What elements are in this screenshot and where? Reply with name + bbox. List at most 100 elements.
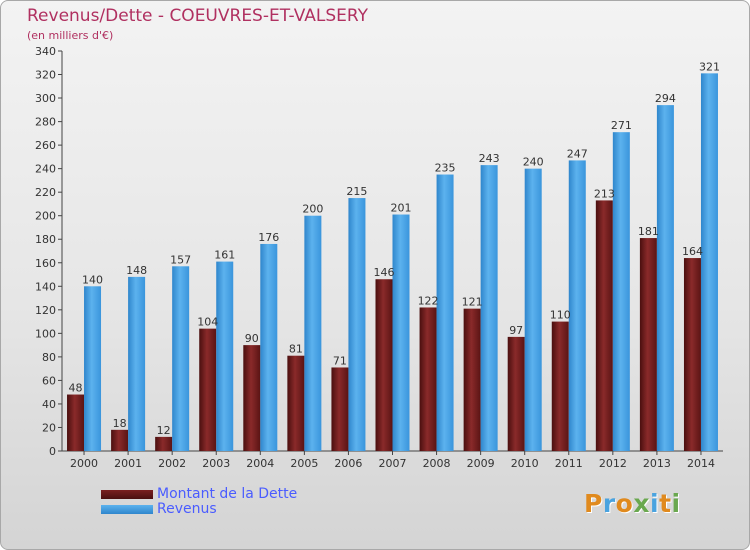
y-tick-label: 240	[35, 163, 56, 176]
data-label-revenus: 321	[699, 60, 720, 73]
bar-dette-2011	[551, 321, 569, 451]
data-label-revenus: 294	[655, 92, 676, 105]
data-label-revenus: 201	[391, 202, 412, 215]
bar-dette-2000	[67, 394, 85, 451]
data-label-dette: 81	[289, 343, 303, 356]
x-tick-label: 2008	[423, 457, 451, 470]
bar-revenus-2010	[524, 168, 542, 451]
y-tick-label: 180	[35, 233, 56, 246]
chart-bars	[67, 73, 718, 452]
y-tick-label: 200	[35, 210, 56, 223]
data-label-revenus: 140	[82, 273, 103, 286]
x-tick-label: 2000	[70, 457, 98, 470]
legend-label-dette: Montant de la Dette	[157, 486, 298, 502]
bar-dette-2006	[331, 367, 349, 451]
y-tick-label: 120	[35, 304, 56, 317]
legend-label-revenus: Revenus	[157, 501, 217, 517]
data-label-dette: 97	[509, 324, 523, 337]
bar-revenus-2014	[700, 73, 718, 452]
chart-subtitle: (en milliers d'€)	[27, 29, 114, 42]
bar-dette-2005	[287, 355, 305, 451]
x-tick-label: 2003	[202, 457, 230, 470]
y-tick-label: 220	[35, 186, 56, 199]
y-tick-label: 60	[42, 374, 56, 387]
x-tick-label: 2007	[379, 457, 407, 470]
chart-title: Revenus/Dette - COEUVRES-ET-VALSERY	[27, 6, 368, 26]
bar-dette-2012	[595, 200, 613, 451]
data-label-dette: 71	[333, 354, 347, 367]
bar-revenus-2001	[128, 276, 146, 451]
bar-dette-2009	[463, 308, 481, 451]
x-tick-label: 2012	[599, 457, 627, 470]
y-tick-label: 160	[35, 257, 56, 270]
bar-dette-2007	[375, 279, 393, 451]
data-label-revenus: 200	[302, 203, 323, 216]
data-label-revenus: 176	[258, 231, 279, 244]
bar-revenus-2002	[172, 266, 190, 451]
y-tick-label: 260	[35, 139, 56, 152]
bar-revenus-2011	[568, 160, 586, 452]
data-label-dette: 122	[418, 294, 439, 307]
legend-swatch-revenus	[101, 505, 153, 514]
data-label-revenus: 271	[611, 119, 632, 132]
data-label-dette: 164	[682, 245, 703, 258]
x-tick-label: 2001	[114, 457, 142, 470]
y-tick-label: 300	[35, 92, 56, 105]
bar-dette-2008	[419, 307, 437, 451]
bar-revenus-2005	[304, 215, 322, 451]
data-label-revenus: 240	[523, 156, 544, 169]
bar-revenus-2008	[436, 174, 454, 451]
y-tick-label: 40	[42, 398, 56, 411]
data-label-revenus: 243	[479, 152, 500, 165]
data-label-dette: 12	[157, 424, 171, 437]
data-label-dette: 121	[462, 296, 483, 309]
bar-revenus-2012	[612, 132, 630, 452]
data-label-revenus: 235	[435, 162, 456, 175]
bar-revenus-2000	[84, 286, 102, 451]
y-tick-label: 80	[42, 351, 56, 364]
y-tick-label: 280	[35, 116, 56, 129]
y-tick-label: 140	[35, 280, 56, 293]
y-tick-label: 20	[42, 421, 56, 434]
x-tick-label: 2013	[643, 457, 671, 470]
data-label-dette: 104	[197, 316, 218, 329]
data-label-dette: 110	[550, 309, 571, 322]
x-tick-label: 2004	[246, 457, 274, 470]
data-label-revenus: 247	[567, 147, 588, 160]
bar-dette-2002	[155, 436, 173, 451]
y-tick-label: 320	[35, 69, 56, 82]
data-label-revenus: 157	[170, 253, 191, 266]
bar-revenus-2013	[656, 105, 674, 451]
x-tick-label: 2009	[467, 457, 495, 470]
bar-dette-2004	[243, 345, 261, 451]
chart-data-labels: 48 140 18 148 12 157 104 161 90 176 81 200 71 215 146 2…	[69, 60, 720, 437]
bar-dette-2014	[683, 258, 701, 451]
x-tick-label: 2011	[555, 457, 583, 470]
data-label-dette: 213	[594, 187, 615, 200]
legend-swatch-dette	[101, 490, 153, 499]
bar-chart: 0 20 40 60 80 100 120 140 160 180 200 220 240 260 280 3…	[35, 45, 723, 470]
bar-revenus-2006	[348, 198, 366, 451]
bar-revenus-2007	[392, 214, 410, 451]
data-label-dette: 48	[69, 382, 83, 395]
data-label-dette: 146	[374, 266, 395, 279]
y-tick-label: 0	[49, 445, 56, 458]
y-tick-label: 340	[35, 45, 56, 58]
data-label-revenus: 161	[214, 249, 235, 262]
data-label-dette: 18	[113, 417, 127, 430]
bar-dette-2001	[111, 429, 129, 451]
data-label-revenus: 215	[346, 185, 367, 198]
data-label-dette: 90	[245, 332, 259, 345]
bar-revenus-2004	[260, 243, 278, 451]
bar-dette-2010	[507, 336, 525, 451]
x-tick-label: 2002	[158, 457, 186, 470]
proxiti-logo: Proxiti	[584, 489, 681, 518]
x-tick-label: 2006	[334, 457, 362, 470]
bar-revenus-2003	[216, 261, 234, 451]
y-tick-label: 100	[35, 327, 56, 340]
bar-dette-2003	[199, 328, 217, 451]
data-label-dette: 181	[638, 225, 659, 238]
x-tick-label: 2014	[687, 457, 715, 470]
x-tick-label: 2010	[511, 457, 539, 470]
